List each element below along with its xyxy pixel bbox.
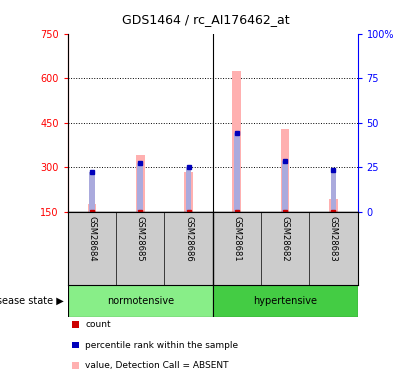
Bar: [89, 172, 95, 212]
Text: percentile rank within the sample: percentile rank within the sample: [85, 340, 239, 350]
Text: normotensive: normotensive: [107, 296, 174, 306]
Text: GSM28683: GSM28683: [329, 216, 338, 261]
Text: value, Detection Call = ABSENT: value, Detection Call = ABSENT: [85, 361, 229, 370]
Bar: [68, 285, 213, 317]
Text: GSM28686: GSM28686: [184, 216, 193, 261]
Bar: [282, 161, 288, 212]
Text: GDS1464 / rc_AI176462_at: GDS1464 / rc_AI176462_at: [122, 13, 289, 26]
Bar: [281, 129, 289, 212]
Text: count: count: [85, 320, 111, 329]
Text: GSM28685: GSM28685: [136, 216, 145, 261]
Bar: [184, 172, 193, 212]
Text: GSM28684: GSM28684: [88, 216, 97, 261]
Bar: [329, 198, 338, 212]
Text: GSM28682: GSM28682: [281, 216, 290, 261]
Bar: [136, 156, 145, 212]
Bar: [330, 170, 336, 212]
Bar: [137, 163, 143, 212]
Bar: [88, 204, 96, 212]
Bar: [234, 133, 240, 212]
Text: GSM28681: GSM28681: [232, 216, 241, 261]
Text: hypertensive: hypertensive: [253, 296, 317, 306]
Bar: [233, 71, 241, 212]
Bar: [186, 167, 192, 212]
Text: disease state ▶: disease state ▶: [0, 296, 64, 306]
Bar: [213, 285, 358, 317]
